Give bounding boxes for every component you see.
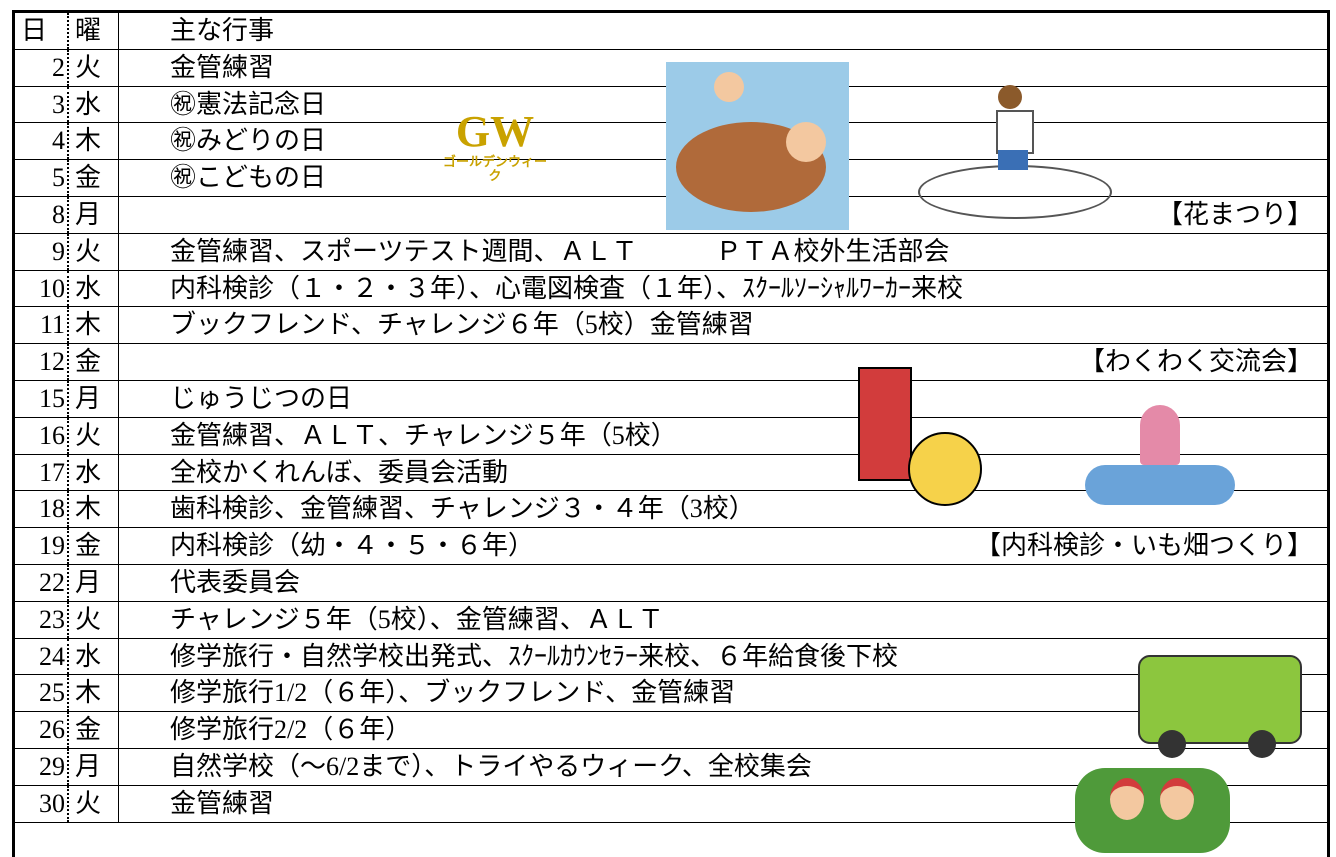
event-text: ㊗みどりの日: [170, 126, 327, 156]
event-text: 内科検診（幼・４・５・６年）: [170, 531, 535, 561]
day-cell: 26: [15, 712, 69, 748]
table-row: 15 月 じゅうじつの日: [15, 381, 1327, 418]
weekday-cell: 金: [71, 344, 119, 380]
day-cell: 3: [15, 86, 69, 123]
table-row: 23 火 チャレンジ５年（5校）、金管練習、ＡＬＴ: [15, 601, 1327, 639]
gw-badge: GW ゴールデンウィーク: [440, 108, 550, 188]
weekday-cell: 火: [71, 417, 119, 454]
table-row: 16 火 金管練習、ＡＬＴ、チャレンジ５年（5校）: [15, 417, 1327, 455]
event-text: チャレンジ５年（5校）、金管練習、ＡＬＴ: [170, 604, 664, 634]
day-cell: 18: [15, 491, 69, 528]
event-text: 金管練習: [170, 788, 275, 818]
illustration-running: [666, 62, 849, 230]
weekday-cell: 月: [71, 749, 119, 785]
event-text: 金管練習: [170, 52, 275, 82]
table-row: 8 月 【花まつり】: [15, 197, 1327, 234]
day-cell: 16: [15, 417, 69, 454]
table-row: 19 金 内科検診（幼・４・５・６年） 【内科検診・いも畑つくり】: [15, 528, 1327, 565]
weekday-cell: 火: [71, 233, 119, 270]
event-text: 代表委員会: [170, 568, 301, 597]
event-text: 修学旅行・自然学校出発式、ｽｸｰﾙｶｳﾝｾﾗｰ来校、６年給食後下校: [170, 641, 899, 671]
table-row: 25 木 修学旅行1/2（６年）、ブックフレンド、金管練習: [15, 675, 1327, 713]
weekday-cell: 金: [71, 160, 119, 196]
illustration-hide: [858, 367, 988, 509]
weekday-cell: 水: [71, 86, 119, 123]
weekday-cell: 月: [71, 565, 119, 601]
day-cell: 15: [15, 381, 69, 417]
day-cell: 22: [15, 565, 69, 601]
weekday-cell: 金: [71, 528, 119, 564]
weekday-cell: 木: [71, 307, 119, 344]
event-note: 【わくわく交流会】: [1078, 347, 1313, 377]
event-text: 金管練習、ＡＬＴ、チャレンジ５年（5校）: [170, 420, 677, 450]
day-cell: 30: [15, 785, 69, 822]
table-row: 24 水 修学旅行・自然学校出発式、ｽｸｰﾙｶｳﾝｾﾗｰ来校、６年給食後下校: [15, 638, 1327, 676]
table-row: 22 月 代表委員会: [15, 565, 1327, 602]
day-cell: 25: [15, 675, 69, 712]
event-text: ブックフレンド、チャレンジ６年（5校）金管練習: [170, 310, 754, 340]
event-text: 金管練習、スポーツテスト週間、ＡＬＴ ＰＴＡ校外生活部会: [170, 236, 950, 266]
day-cell: 4: [15, 123, 69, 160]
illustration-reading: [1085, 405, 1240, 505]
event-text: 修学旅行1/2（６年）、ブックフレンド、金管練習: [170, 678, 736, 708]
day-cell: 12: [15, 344, 69, 380]
illustration-campers: [1075, 768, 1230, 853]
table-row: 9 火 金管練習、スポーツテスト週間、ＡＬＴ ＰＴＡ校外生活部会: [15, 233, 1327, 271]
table-row: 17 水 全校かくれんぼ、委員会活動: [15, 454, 1327, 492]
event-text: 修学旅行2/2（６年）: [170, 715, 412, 745]
weekday-cell: 金: [71, 712, 119, 748]
table-row: 12 金 【わくわく交流会】: [15, 344, 1327, 381]
day-cell: 9: [15, 233, 69, 270]
day-cell: 19: [15, 528, 69, 564]
weekday-cell: 水: [71, 270, 119, 307]
weekday-cell: 月: [71, 381, 119, 417]
table-row: 26 金 修学旅行2/2（６年）: [15, 712, 1327, 749]
table-row: 29 月 自然学校（～6/2まで）、トライやるウィーク、全校集会: [15, 749, 1327, 786]
table-row: 11 木 ブックフレンド、チャレンジ６年（5校）金管練習: [15, 307, 1327, 345]
weekday-cell: 水: [71, 638, 119, 675]
event-text: 内科検診（１・２・３年）、心電図検査（１年）、ｽｸｰﾙｿｰｼｬﾙﾜｰｶｰ来校: [170, 273, 964, 303]
event-text: ㊗憲法記念日: [170, 89, 327, 119]
weekday-cell: 曜: [71, 13, 119, 49]
weekday-cell: 月: [71, 197, 119, 233]
event-text: 全校かくれんぼ、委員会活動: [170, 457, 509, 487]
illustration-bus: [1138, 625, 1303, 765]
day-cell: 2: [15, 49, 69, 86]
weekday-cell: 木: [71, 675, 119, 712]
event-text: 主な行事: [170, 16, 275, 45]
day-cell: 24: [15, 638, 69, 675]
day-cell: 5: [15, 160, 69, 196]
event-text: 歯科検診、金管練習、チャレンジ３・４年（3校）: [170, 494, 755, 524]
header-row: 日曜 主な行事: [15, 13, 1327, 50]
table-row: 18 木 歯科検診、金管練習、チャレンジ３・４年（3校）: [15, 491, 1327, 529]
day-cell: 8: [15, 197, 69, 233]
day-cell: 29: [15, 749, 69, 785]
event-text: 自然学校（～6/2まで）、トライやるウィーク、全校集会: [170, 752, 812, 781]
day-cell: 11: [15, 307, 69, 344]
day-cell: 17: [15, 454, 69, 491]
event-note: 【内科検診・いも畑つくり】: [974, 531, 1313, 561]
weekday-cell: 木: [71, 123, 119, 160]
table-row: 10 水 内科検診（１・２・３年）、心電図検査（１年）、ｽｸｰﾙｿｰｼｬﾙﾜｰｶｰ来…: [15, 270, 1327, 308]
illustration-throw: [898, 75, 1118, 230]
weekday-cell: 火: [71, 785, 119, 822]
gw-subtitle: ゴールデンウィーク: [442, 155, 547, 184]
event-text: ㊗こどもの日: [170, 163, 327, 193]
day-cell: 23: [15, 601, 69, 638]
day-cell: 10: [15, 270, 69, 307]
event-text: じゅうじつの日: [170, 384, 353, 413]
event-note: 【花まつり】: [1156, 200, 1313, 229]
weekday-cell: 火: [71, 49, 119, 86]
weekday-cell: 水: [71, 454, 119, 491]
gw-title: GW: [455, 107, 535, 156]
day-cell: 日: [15, 13, 69, 49]
weekday-cell: 火: [71, 601, 119, 638]
weekday-cell: 木: [71, 491, 119, 528]
table-row: 30 火 金管練習: [15, 785, 1327, 823]
